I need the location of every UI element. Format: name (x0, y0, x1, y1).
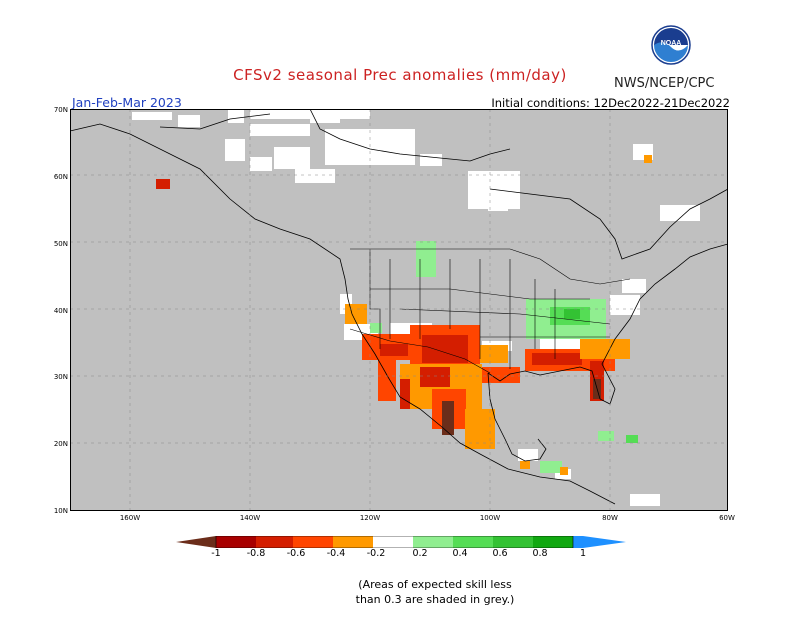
lat-label: 20N (53, 440, 68, 448)
lon-label: 120W (359, 514, 381, 522)
lat-label: 30N (53, 373, 68, 381)
lon-label: 80W (602, 514, 618, 522)
legend-swatch (333, 536, 373, 548)
legend-swatch (373, 536, 413, 548)
legend-frame (215, 536, 574, 548)
initial-conditions-label: Initial conditions: 12Dec2022-21Dec2022 (491, 96, 730, 110)
skill-note-line1: (Areas of expected skill less (358, 578, 512, 591)
skill-note-line2: than 0.3 are shaded in grey.) (355, 593, 515, 606)
legend-tick: -0.8 (246, 548, 266, 559)
coastlines (70, 109, 728, 505)
legend-swatch (216, 536, 256, 548)
skill-note: (Areas of expected skill less than 0.3 a… (0, 577, 800, 607)
legend-swatch (176, 536, 216, 548)
legend-tick: 0.4 (452, 548, 468, 559)
white-low-signal-areas (132, 109, 700, 506)
lat-label: 40N (53, 307, 68, 315)
grid-lines (70, 109, 728, 511)
lon-label: 60W (719, 514, 735, 522)
lat-label: 10N (53, 507, 68, 515)
legend-swatch (533, 536, 573, 548)
color-legend (176, 536, 626, 548)
legend-tick: -1 (211, 548, 221, 559)
legend-tick: 0.6 (492, 548, 508, 559)
svg-text:NOAA: NOAA (661, 40, 682, 47)
legend-swatch (256, 536, 293, 548)
legend-swatch (573, 536, 626, 548)
legend-tick: 0.8 (532, 548, 548, 559)
legend-swatch (293, 536, 333, 548)
lat-label: 50N (53, 240, 68, 248)
noaa-logo: NOAA (651, 25, 691, 65)
legend-tick: -0.2 (366, 548, 386, 559)
lon-label: 100W (479, 514, 501, 522)
season-label: Jan-Feb-Mar 2023 (72, 95, 182, 110)
legend-tick: 1 (579, 548, 587, 559)
legend-tick: -0.6 (286, 548, 306, 559)
legend-swatch (453, 536, 493, 548)
legend-swatch (493, 536, 533, 548)
map-frame (70, 109, 728, 511)
lon-label: 160W (119, 514, 141, 522)
map-title: CFSv2 seasonal Prec anomalies (mm/day) (233, 66, 567, 84)
lat-label: 60N (53, 173, 68, 181)
lon-label: 140W (239, 514, 261, 522)
lat-label: 70N (53, 106, 68, 114)
agency-label: NWS/NCEP/CPC (614, 76, 715, 91)
legend-swatch (413, 536, 453, 548)
dry-anomaly-areas (156, 155, 652, 475)
legend-tick: -0.4 (326, 548, 346, 559)
anomaly-map (70, 109, 728, 511)
legend-tick: 0.2 (412, 548, 428, 559)
